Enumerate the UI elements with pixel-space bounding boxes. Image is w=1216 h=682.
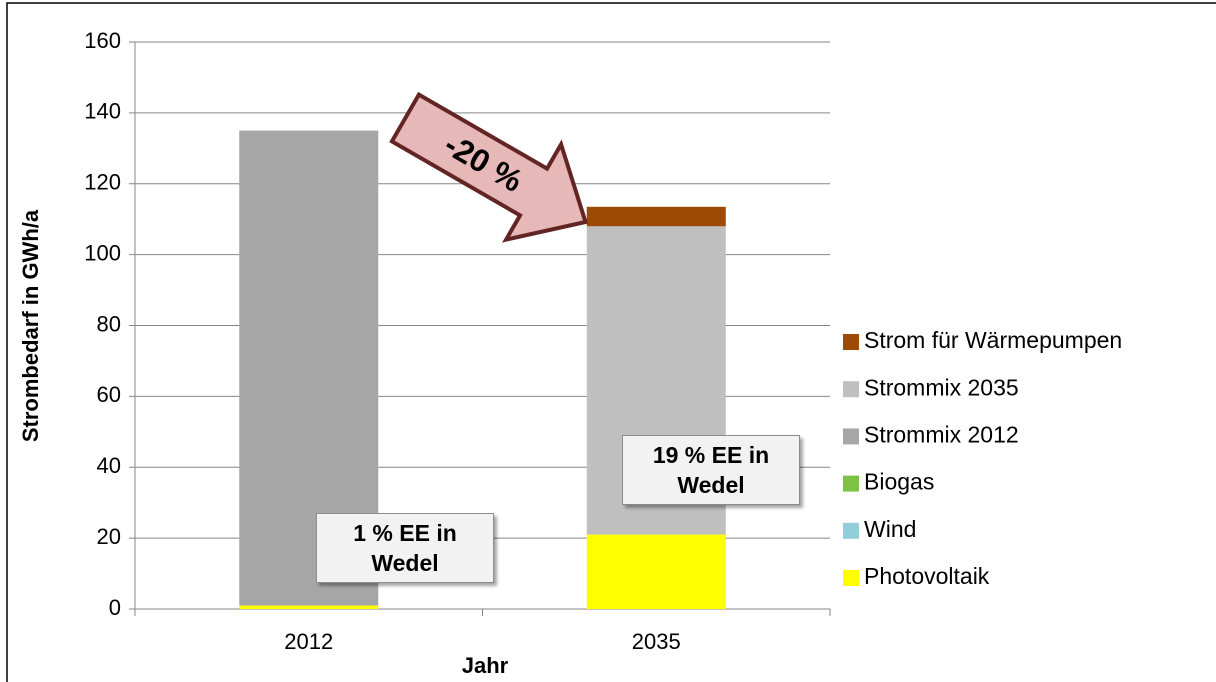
legend-label: Photovoltaik: [864, 563, 990, 589]
y-tick-label: 100: [84, 240, 121, 265]
y-axis-title: Strombedarf in GWh/a: [18, 209, 43, 442]
legend-swatch: [843, 475, 859, 492]
legend-label: Strommix 2035: [864, 374, 1019, 400]
y-tick-label: 80: [97, 311, 121, 336]
legend-swatch: [843, 570, 859, 586]
y-tick-label: 0: [109, 595, 121, 620]
y-tick-label: 60: [97, 382, 121, 407]
y-tick-label: 20: [97, 524, 121, 549]
legend-swatch: [843, 428, 859, 445]
legend-label: Biogas: [864, 469, 934, 495]
annotation-box: 19 % EE in Wedel: [622, 435, 800, 505]
legend-swatch: [843, 334, 859, 350]
bar-segment: [586, 206, 726, 227]
y-tick-label: 140: [84, 99, 121, 124]
y-tick-label: 40: [97, 453, 121, 478]
bar-segment: [586, 534, 726, 609]
x-axis-title: Jahr: [462, 653, 509, 678]
bar-segment: [239, 605, 379, 609]
legend-label: Wind: [864, 516, 916, 542]
legend-swatch: [843, 381, 859, 398]
arrow-shape: [389, 91, 589, 243]
x-tick-label: 2012: [284, 629, 333, 654]
y-tick-label: 120: [84, 170, 121, 195]
legend-swatch: [843, 522, 859, 539]
legend-label: Strommix 2012: [864, 421, 1019, 447]
legend-label: Strom für Wärmepumpen: [864, 327, 1122, 353]
x-tick-label: 2035: [632, 629, 681, 654]
y-tick-label: 160: [84, 28, 121, 53]
annotation-box: 1 % EE in Wedel: [316, 513, 494, 583]
